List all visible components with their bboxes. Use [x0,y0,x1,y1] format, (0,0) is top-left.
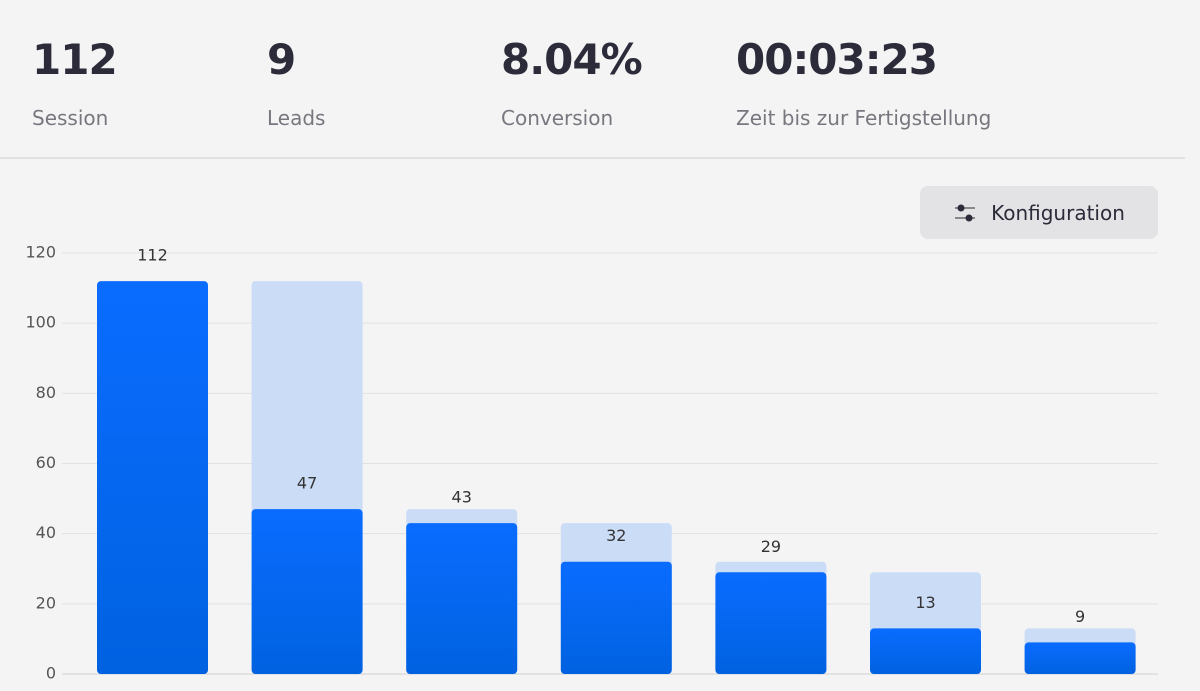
y-tick-label: 40 [36,523,56,542]
bar [715,572,827,674]
stat-value: 112 [32,35,118,84]
stat: 00:03:23 Zeit bis zur Fertigstellung [736,30,991,130]
data-label: 43 [452,488,472,507]
data-label: 47 [297,474,317,493]
bar [97,281,208,674]
y-tick-label: 0 [46,664,56,683]
data-label: 13 [915,593,935,612]
stat-value: 00:03:23 [736,35,938,84]
y-tick-label: 60 [36,453,56,472]
bar [560,561,672,674]
y-tick-label: 100 [25,313,56,332]
stat-value: 8.04% [501,35,643,84]
stat: 8.04% Conversion [501,30,643,130]
config-button[interactable]: Konfiguration [920,186,1158,239]
stat: 9 Leads [267,30,325,130]
y-tick-label: 20 [36,593,56,612]
stat-label: Leads [267,106,326,130]
divider [0,157,1185,159]
stat-label: Session [32,106,109,130]
y-tick-label: 80 [36,383,56,402]
bar [1024,642,1136,674]
stat-label: Conversion [501,106,614,130]
y-tick-label: 120 [25,243,56,262]
stat-value: 9 [267,35,296,84]
slider-icon [955,204,976,221]
data-label: 29 [761,537,781,556]
bar [251,509,363,674]
data-label: 32 [606,526,626,545]
button-label: Konfiguration [991,200,1125,225]
data-label: 9 [1075,607,1085,626]
data-label: 112 [137,246,168,265]
stat: 112 Session [32,30,118,130]
bar [870,628,981,674]
stat-label: Zeit bis zur Fertigstellung [736,106,992,130]
bar [406,523,518,674]
